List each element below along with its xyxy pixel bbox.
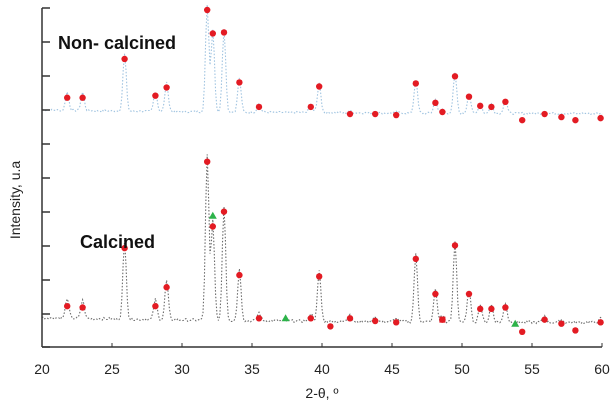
peak-marker [572,116,579,124]
x-tick-label: 45 [384,361,400,377]
peak-marker [220,29,228,36]
peak-marker [372,110,379,118]
peak-marker [412,80,419,87]
x-tick-label: 40 [314,361,330,377]
peak-marker [121,244,128,252]
peak-marker [209,30,216,37]
peak-marker [372,317,379,325]
peak-marker [488,103,495,111]
peak-marker [412,255,419,263]
peak-marker [307,103,314,111]
peak-marker [541,110,548,118]
peak-marker [558,320,565,327]
peak-marker [152,302,159,310]
x-tick-label: 30 [174,361,190,377]
peak-marker [393,111,400,119]
peak-marker [63,302,71,310]
peak-marker [307,315,314,322]
peak-marker [220,208,228,215]
peak-marker [451,242,459,249]
peak-marker [393,319,400,326]
series-non-calcined [41,4,604,124]
peak-marker [346,315,354,322]
peak-marker [597,319,604,326]
phase-marker-triangle [511,319,520,327]
peak-marker [432,99,439,107]
x-tick-label: 60 [594,361,610,377]
x-axis-title: 2-θ, º [305,385,338,401]
x-tick-label: 50 [454,361,470,377]
phase-marker-triangle [281,314,290,322]
x-tick-label: 20 [34,361,50,377]
y-axis-title: Intensity, u.a [7,161,23,240]
series-calcined [41,154,604,335]
peak-marker [451,73,459,80]
peak-marker [63,94,71,101]
peak-marker [236,271,243,279]
peak-marker [439,108,446,116]
peak-marker [502,304,509,311]
x-tick-label: 55 [524,361,540,377]
peak-marker [572,327,579,334]
phase-marker-triangle [208,211,217,219]
peak-marker [121,55,128,63]
peak-marker [204,6,211,14]
phase-marker-square [439,316,446,323]
peak-marker [152,92,159,99]
peak-marker [541,316,548,323]
peak-marker [255,315,263,322]
peak-marker [477,305,484,313]
peak-marker [79,304,86,311]
axis-layer [41,7,603,348]
peak-marker [163,84,170,91]
peak-marker [519,116,526,124]
x-tick-label: 35 [244,361,260,377]
peak-marker [79,94,86,101]
x-tick-labels: 20 25 30 35 40 45 50 55 60 [34,361,610,377]
peak-marker [519,328,526,335]
peak-marker [236,79,243,86]
peak-marker [204,158,211,165]
x-tick-label: 25 [104,361,120,377]
series-label-non-calcined: Non- calcined [58,33,176,53]
peak-marker [209,223,216,230]
peak-marker [558,113,565,121]
peak-marker [477,102,484,110]
peak-marker [597,114,604,122]
peak-marker [316,273,323,280]
peak-marker [163,284,170,291]
peak-marker [255,103,263,111]
peak-marker [316,83,323,90]
series-trace [41,4,603,116]
peak-marker [346,110,354,118]
peak-marker [502,98,509,106]
peak-marker [488,305,495,313]
peak-marker [465,93,473,100]
peak-marker [327,323,334,330]
plot-layer [41,4,604,335]
peak-marker [432,290,439,298]
peak-marker [465,290,473,298]
series-label-calcined: Calcined [80,232,155,252]
